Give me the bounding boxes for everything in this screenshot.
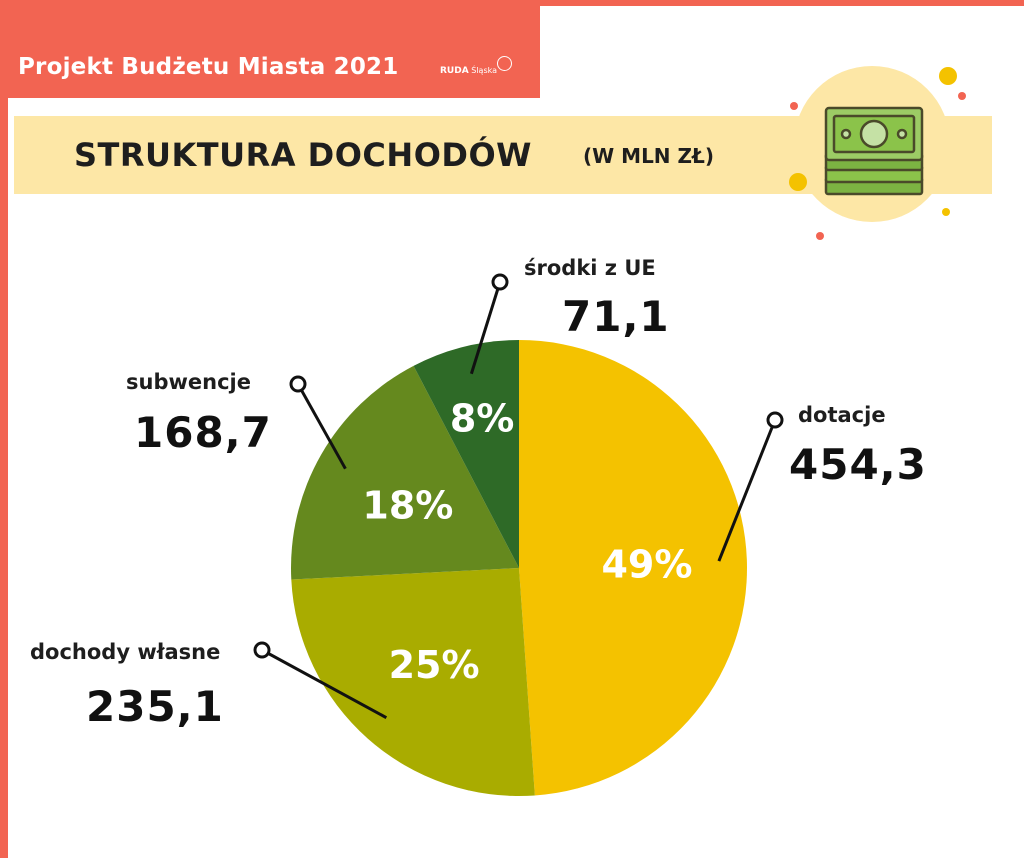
srodki-ue-value: 71,1: [562, 292, 670, 341]
pie-slice-dochody-wlasne: [291, 568, 535, 796]
header-banner: [0, 0, 540, 98]
logo-mark-icon: [497, 56, 512, 71]
chart-unit: (W MLN ZŁ): [583, 144, 714, 168]
leader-line-dochody-wlasne: [261, 648, 388, 719]
dochody-wlasne-label: dochody własne: [30, 640, 221, 664]
leader-line-dotacje: [717, 419, 777, 562]
header-title: Projekt Budżetu Miasta 2021: [18, 54, 399, 80]
leader-dot-dotacje: [766, 411, 784, 429]
leader-dot-subwencje: [289, 375, 307, 393]
subwencje-label: subwencje: [126, 370, 251, 394]
pie-percent-dotacje: 49%: [601, 543, 692, 587]
subwencje-value: 168,7: [134, 408, 272, 457]
money-stack-icon: [789, 66, 966, 240]
city-logo: RUDA Śląska: [440, 66, 497, 76]
leader-dot-srodki-ue: [491, 273, 509, 291]
dochody-wlasne-value: 235,1: [86, 682, 224, 731]
chart-title: STRUKTURA DOCHODÓW: [74, 136, 532, 174]
pie-percent-subwencje: 18%: [362, 483, 453, 527]
dotacje-value: 454,3: [789, 440, 927, 489]
pie-slice-dotacje: [519, 340, 748, 796]
pie-slice-subwencje: [291, 365, 519, 580]
pie-percent-dochody-wlasne: 25%: [389, 643, 480, 687]
logo-rest-text: Śląska: [471, 66, 497, 75]
leader-line-srodki-ue: [469, 281, 502, 375]
pie-percent-srodki-ue: 8%: [450, 396, 515, 440]
srodki-ue-label: środki z UE: [524, 256, 656, 280]
logo-bold-text: RUDA: [440, 66, 469, 76]
left-frame-bar: [0, 0, 8, 858]
pie-slice-srodki-ue: [413, 340, 519, 568]
dotacje-label: dotacje: [798, 403, 886, 427]
leader-dot-dochody-wlasne: [253, 641, 271, 659]
leader-line-subwencje: [296, 383, 347, 470]
